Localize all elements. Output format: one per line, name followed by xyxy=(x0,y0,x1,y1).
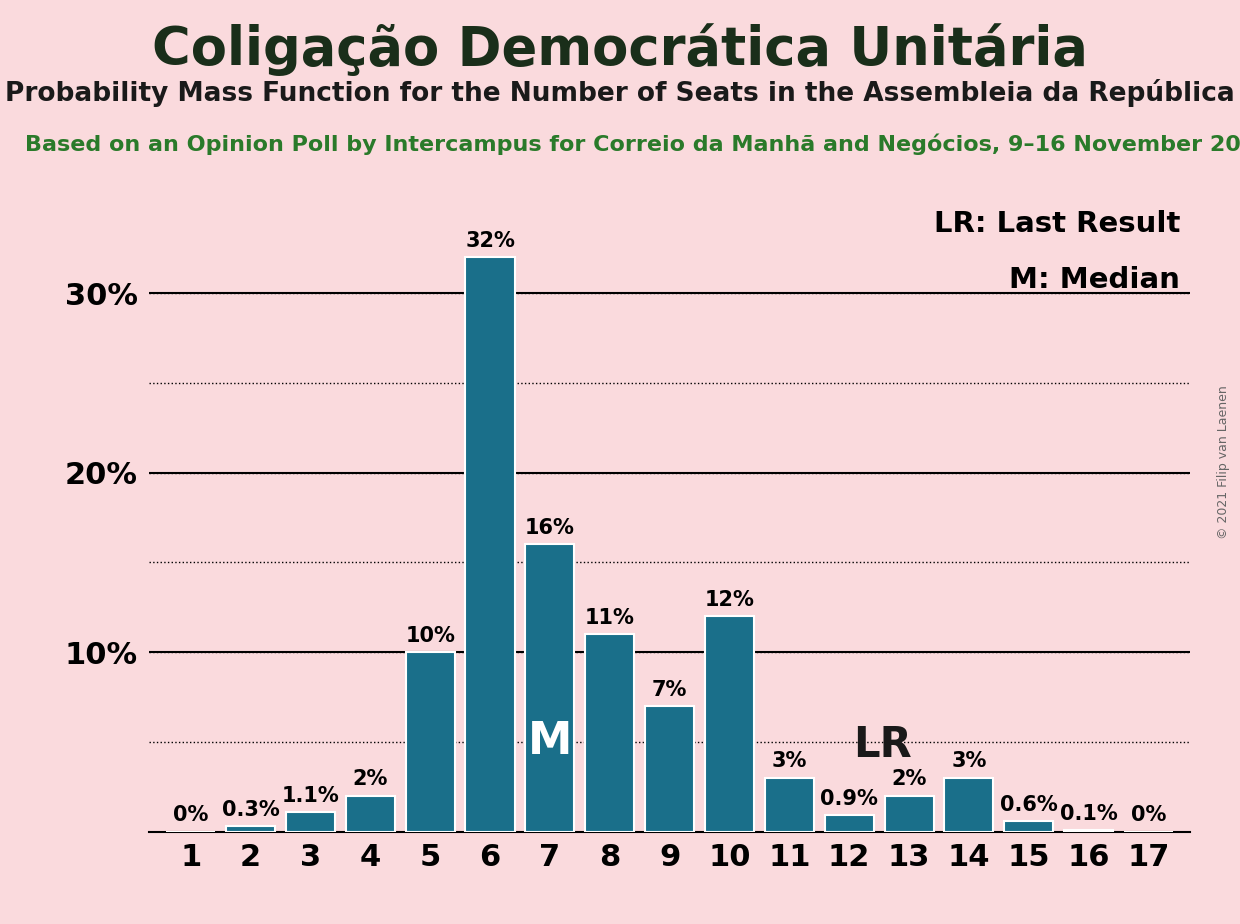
Bar xyxy=(286,812,335,832)
Text: 0.6%: 0.6% xyxy=(999,795,1058,815)
Text: 16%: 16% xyxy=(525,518,575,538)
Bar xyxy=(1004,821,1053,832)
Text: Based on an Opinion Poll by Intercampus for Correio da Manhã and Negócios, 9–16 : Based on an Opinion Poll by Intercampus … xyxy=(25,134,1240,155)
Text: 12%: 12% xyxy=(704,590,754,610)
Text: 3%: 3% xyxy=(951,751,987,772)
Bar xyxy=(884,796,934,832)
Text: 0%: 0% xyxy=(174,806,208,825)
Text: M: M xyxy=(528,721,572,763)
Text: 3%: 3% xyxy=(771,751,807,772)
Text: LR: LR xyxy=(853,724,911,766)
Text: 7%: 7% xyxy=(652,680,687,699)
Bar xyxy=(765,778,813,832)
Text: 2%: 2% xyxy=(892,770,926,789)
Bar xyxy=(405,652,455,832)
Text: 1.1%: 1.1% xyxy=(281,785,340,806)
Bar xyxy=(465,257,515,832)
Bar xyxy=(346,796,394,832)
Text: © 2021 Filip van Laenen: © 2021 Filip van Laenen xyxy=(1218,385,1230,539)
Text: 2%: 2% xyxy=(352,770,388,789)
Text: 10%: 10% xyxy=(405,626,455,646)
Text: Probability Mass Function for the Number of Seats in the Assembleia da República: Probability Mass Function for the Number… xyxy=(5,79,1235,106)
Text: LR: Last Result: LR: Last Result xyxy=(934,210,1180,237)
Bar xyxy=(585,634,635,832)
Bar xyxy=(226,826,275,832)
Text: 0.3%: 0.3% xyxy=(222,800,279,820)
Text: 32%: 32% xyxy=(465,231,515,250)
Bar xyxy=(704,616,754,832)
Bar xyxy=(945,778,993,832)
Text: Coligação Democrática Unitária: Coligação Democrática Unitária xyxy=(153,23,1087,76)
Text: M: Median: M: Median xyxy=(1009,266,1180,294)
Text: 0.1%: 0.1% xyxy=(1060,804,1117,823)
Bar xyxy=(526,544,574,832)
Text: 0%: 0% xyxy=(1131,806,1166,825)
Bar xyxy=(1064,830,1114,832)
Bar xyxy=(825,816,874,832)
Text: 11%: 11% xyxy=(585,608,635,627)
Text: 0.9%: 0.9% xyxy=(820,789,878,809)
Bar xyxy=(645,706,694,832)
